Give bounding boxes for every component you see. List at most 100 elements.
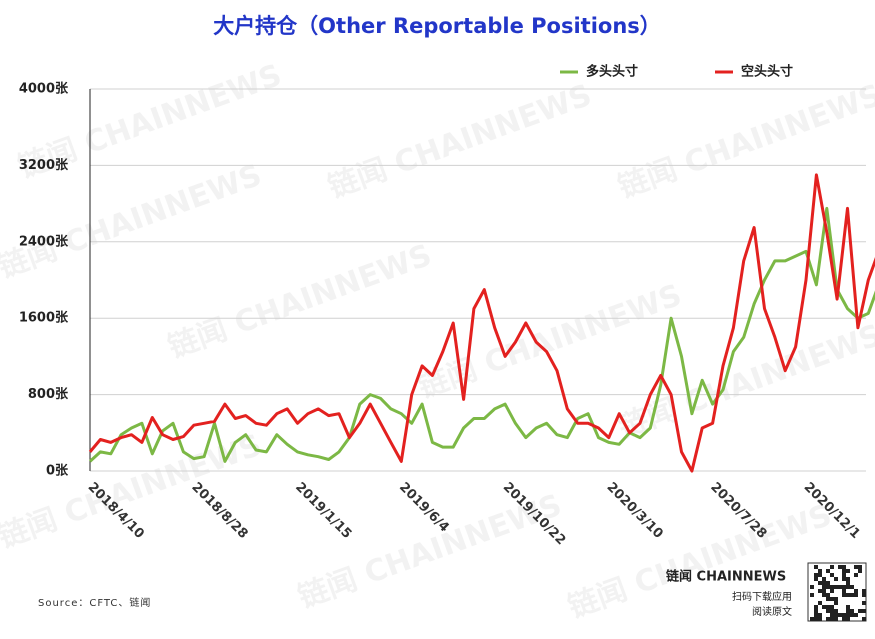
qr-cell — [834, 609, 838, 613]
qr-cell — [838, 565, 842, 569]
qr-cell — [842, 573, 846, 577]
qr-cell — [810, 585, 814, 589]
qr-cell — [850, 609, 854, 613]
qr-cell — [834, 585, 838, 589]
source: Source：CFTC、链闻 — [38, 596, 151, 609]
qr-cell — [814, 609, 818, 613]
qr-cell — [830, 585, 834, 589]
qr-cell — [830, 597, 834, 601]
qr-cell — [842, 593, 846, 597]
qr-cell — [846, 609, 850, 613]
qr-code — [807, 562, 867, 622]
brand-line: 扫码下载应用 — [732, 590, 792, 603]
qr-cell — [858, 565, 862, 569]
qr-cell — [830, 589, 834, 593]
qr-cell — [822, 593, 826, 597]
qr-cell — [826, 569, 830, 573]
qr-cell — [834, 613, 838, 617]
qr-cell — [830, 565, 834, 569]
y-tick-label: 800张 — [28, 387, 69, 402]
qr-cell — [818, 573, 822, 577]
qr-cell — [846, 569, 850, 573]
y-tick-label: 3200张 — [19, 158, 69, 173]
qr-cell — [822, 589, 826, 593]
qr-cell — [826, 585, 830, 589]
qr-cell — [814, 617, 818, 621]
qr-cell — [858, 569, 862, 573]
qr-cell — [818, 617, 822, 621]
y-tick-label: 2400张 — [19, 234, 69, 249]
series-line — [88, 206, 875, 463]
y-tick-label: 0张 — [46, 464, 69, 479]
qr-cell — [846, 617, 850, 621]
qr-cell — [862, 593, 866, 597]
qr-cell — [818, 601, 822, 605]
qr-cell — [846, 581, 850, 585]
qr-cell — [810, 593, 814, 597]
qr-cell — [850, 613, 854, 617]
qr-cell — [846, 605, 850, 609]
qr-cell — [818, 569, 822, 573]
series-line — [88, 173, 875, 473]
qr-cell — [822, 577, 826, 581]
qr-cell — [854, 593, 858, 597]
qr-cell — [862, 617, 866, 621]
qr-cell — [826, 597, 830, 601]
qr-cell — [842, 613, 846, 617]
qr-cell — [846, 577, 850, 581]
brand-line: 阅读原文 — [752, 605, 792, 618]
legend-label: 空头头寸 — [741, 64, 793, 80]
qr-cell — [834, 577, 838, 581]
qr-cell — [838, 613, 842, 617]
qr-cell — [822, 605, 826, 609]
qr-cell — [830, 609, 834, 613]
qr-cell — [850, 593, 854, 597]
qr-cell — [842, 585, 846, 589]
qr-cell — [838, 585, 842, 589]
qr-cell — [814, 605, 818, 609]
qr-cell — [830, 605, 834, 609]
qr-cell — [826, 605, 830, 609]
y-tick-label: 4000张 — [19, 82, 69, 97]
qr-cell — [818, 589, 822, 593]
qr-cell — [842, 565, 846, 569]
qr-cell — [834, 597, 838, 601]
qr-cell — [854, 613, 858, 617]
qr-cell — [842, 617, 846, 621]
qr-cell — [862, 609, 866, 613]
y-tick-label: 1600张 — [19, 311, 69, 326]
qr-cell — [842, 589, 846, 593]
qr-cell — [850, 585, 854, 589]
qr-cell — [854, 573, 858, 577]
qr-cell — [846, 585, 850, 589]
qr-cell — [814, 565, 818, 569]
qr-cell — [846, 613, 850, 617]
qr-cell — [814, 613, 818, 617]
qr-cell — [826, 617, 830, 621]
qr-cell — [862, 601, 866, 605]
qr-cell — [842, 577, 846, 581]
qr-cell — [842, 569, 846, 573]
qr-cell — [834, 617, 838, 621]
qr-cell — [834, 601, 838, 605]
qr-cell — [826, 593, 830, 597]
qr-cell — [830, 573, 834, 577]
qr-cell — [858, 609, 862, 613]
legend-label: 多头头寸 — [586, 64, 638, 80]
qr-cell — [822, 581, 826, 585]
qr-cell — [826, 609, 830, 613]
brand-name: 链闻 CHAINNEWS — [665, 569, 786, 585]
qr-cell — [814, 577, 818, 581]
qr-cell — [818, 613, 822, 617]
qr-cell — [846, 593, 850, 597]
qr-cell — [862, 589, 866, 593]
qr-cell — [826, 581, 830, 585]
qr-cell — [814, 573, 818, 577]
qr-cell — [818, 581, 822, 585]
qr-cell — [830, 617, 834, 621]
qr-cell — [810, 617, 814, 621]
qr-cell — [822, 585, 826, 589]
qr-cell — [830, 613, 834, 617]
